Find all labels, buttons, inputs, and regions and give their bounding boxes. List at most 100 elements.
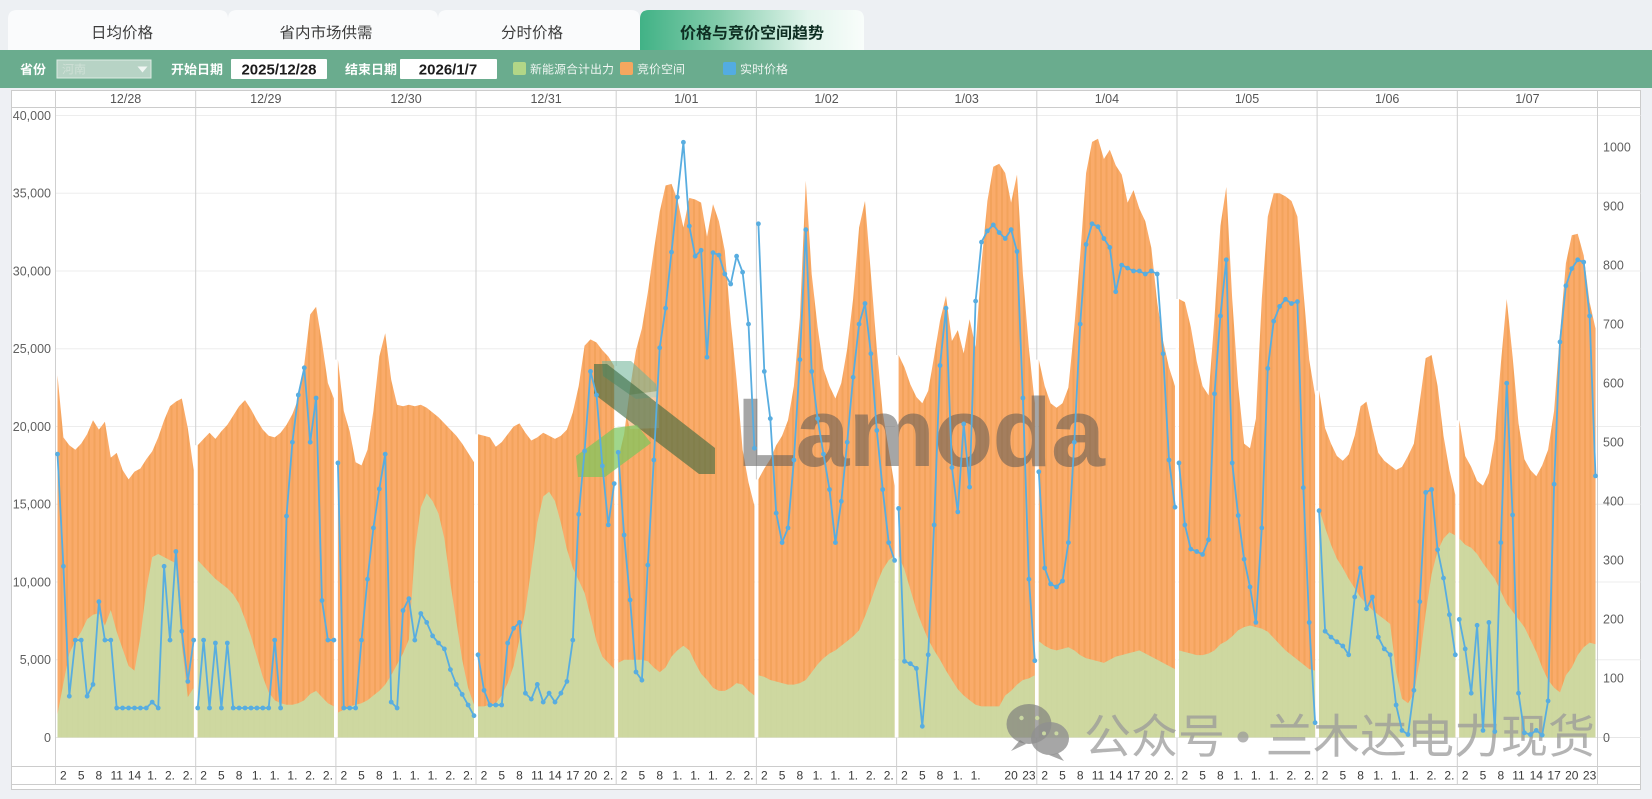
svg-text:12/30: 12/30	[390, 92, 421, 106]
svg-text:0: 0	[44, 731, 51, 745]
svg-text:2.: 2.	[305, 769, 315, 783]
svg-text:1.: 1.	[708, 769, 718, 783]
svg-text:1.: 1.	[147, 769, 157, 783]
svg-text:100: 100	[1603, 672, 1624, 686]
svg-text:0: 0	[1603, 731, 1610, 745]
svg-text:2.: 2.	[1427, 769, 1437, 783]
svg-text:17: 17	[1127, 769, 1141, 783]
svg-text:35,000: 35,000	[13, 187, 51, 201]
svg-text:400: 400	[1603, 495, 1624, 509]
svg-text:1.: 1.	[392, 769, 402, 783]
svg-text:1.: 1.	[953, 769, 963, 783]
svg-text:20: 20	[1004, 769, 1018, 783]
svg-text:1/06: 1/06	[1375, 92, 1399, 106]
svg-text:8: 8	[376, 769, 383, 783]
svg-text:2: 2	[761, 769, 768, 783]
svg-text:300: 300	[1603, 554, 1624, 568]
svg-text:20: 20	[1565, 769, 1579, 783]
svg-text:12/29: 12/29	[250, 92, 281, 106]
svg-text:40,000: 40,000	[13, 109, 51, 123]
svg-text:23: 23	[1022, 769, 1036, 783]
svg-text:1.: 1.	[848, 769, 858, 783]
svg-text:2.: 2.	[726, 769, 736, 783]
svg-text:5: 5	[218, 769, 225, 783]
svg-text:2.: 2.	[463, 769, 473, 783]
svg-text:8: 8	[656, 769, 663, 783]
svg-text:1.: 1.	[1409, 769, 1419, 783]
svg-text:8: 8	[96, 769, 103, 783]
svg-text:800: 800	[1603, 258, 1624, 272]
svg-text:1.: 1.	[270, 769, 280, 783]
svg-text:1.: 1.	[287, 769, 297, 783]
svg-text:15,000: 15,000	[13, 498, 51, 512]
svg-text:8: 8	[236, 769, 243, 783]
svg-text:2.: 2.	[183, 769, 193, 783]
svg-text:1/04: 1/04	[1095, 92, 1119, 106]
svg-text:2.: 2.	[1444, 769, 1454, 783]
svg-text:5: 5	[779, 769, 786, 783]
svg-text:5: 5	[1199, 769, 1206, 783]
svg-text:10,000: 10,000	[13, 575, 51, 589]
svg-text:23: 23	[1583, 769, 1597, 783]
svg-text:14: 14	[548, 769, 562, 783]
svg-text:17: 17	[566, 769, 580, 783]
svg-text:8: 8	[1077, 769, 1084, 783]
svg-text:12/31: 12/31	[530, 92, 561, 106]
svg-text:Lamoda: Lamoda	[737, 378, 1106, 487]
svg-text:2: 2	[1462, 769, 1469, 783]
svg-text:11: 11	[110, 769, 123, 783]
svg-text:5: 5	[1480, 769, 1487, 783]
svg-text:2: 2	[340, 769, 347, 783]
svg-text:8: 8	[1357, 769, 1364, 783]
svg-text:2.: 2.	[743, 769, 753, 783]
svg-text:1/05: 1/05	[1235, 92, 1259, 106]
svg-text:1000: 1000	[1603, 140, 1631, 154]
svg-text:20: 20	[584, 769, 598, 783]
svg-text:14: 14	[128, 769, 142, 783]
svg-text:11: 11	[1512, 769, 1525, 783]
svg-text:20,000: 20,000	[13, 420, 51, 434]
svg-text:2.: 2.	[323, 769, 333, 783]
svg-text:600: 600	[1603, 377, 1624, 391]
svg-text:2: 2	[1182, 769, 1189, 783]
svg-text:5: 5	[919, 769, 926, 783]
svg-text:1/02: 1/02	[814, 92, 838, 106]
svg-text:8: 8	[1217, 769, 1224, 783]
svg-text:25,000: 25,000	[13, 342, 51, 356]
svg-text:2: 2	[200, 769, 207, 783]
svg-text:1.: 1.	[1373, 769, 1383, 783]
svg-text:1.: 1.	[690, 769, 700, 783]
svg-text:5: 5	[78, 769, 85, 783]
svg-text:2: 2	[901, 769, 908, 783]
svg-text:500: 500	[1603, 436, 1624, 450]
svg-text:8: 8	[797, 769, 804, 783]
svg-text:11: 11	[531, 769, 544, 783]
svg-text:700: 700	[1603, 317, 1624, 331]
svg-text:5: 5	[1059, 769, 1066, 783]
svg-text:2: 2	[621, 769, 628, 783]
svg-text:2026/1/7: 2026/1/7	[419, 62, 477, 79]
svg-text:1.: 1.	[1391, 769, 1401, 783]
svg-text:1/03: 1/03	[955, 92, 979, 106]
svg-text:11: 11	[1092, 769, 1105, 783]
svg-text:5: 5	[498, 769, 505, 783]
svg-text:5,000: 5,000	[20, 653, 51, 667]
svg-text:2: 2	[1322, 769, 1329, 783]
svg-text:2.: 2.	[165, 769, 175, 783]
svg-text:2: 2	[481, 769, 488, 783]
svg-text:8: 8	[937, 769, 944, 783]
svg-text:8: 8	[1497, 769, 1504, 783]
svg-text:1.: 1.	[1251, 769, 1261, 783]
svg-text:1.: 1.	[1269, 769, 1279, 783]
svg-text:1.: 1.	[830, 769, 840, 783]
svg-text:5: 5	[639, 769, 646, 783]
svg-text:17: 17	[1547, 769, 1561, 783]
svg-text:2: 2	[60, 769, 67, 783]
svg-text:1.: 1.	[252, 769, 262, 783]
svg-text:1.: 1.	[813, 769, 823, 783]
svg-text:20: 20	[1145, 769, 1159, 783]
svg-text:1/07: 1/07	[1515, 92, 1539, 106]
svg-text:1/01: 1/01	[674, 92, 698, 106]
svg-text:30,000: 30,000	[13, 264, 51, 278]
svg-text:5: 5	[358, 769, 365, 783]
